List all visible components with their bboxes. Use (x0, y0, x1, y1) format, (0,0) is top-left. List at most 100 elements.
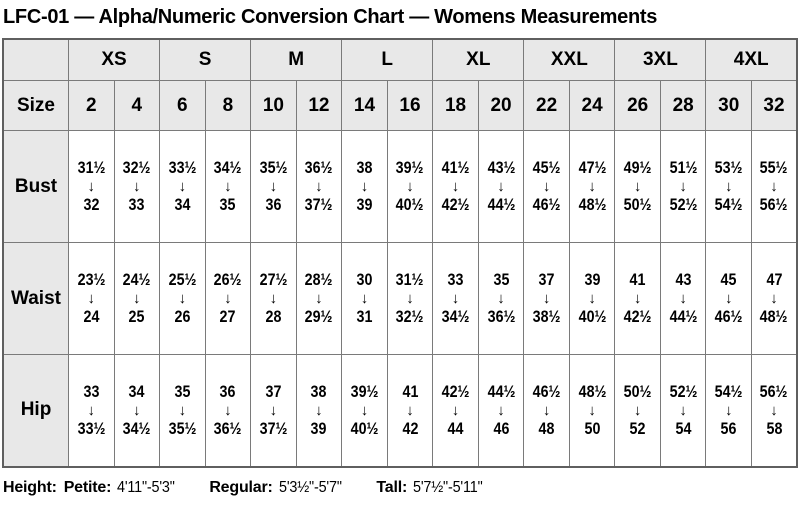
measurement-cell: 33 ↓ 34½ (432, 242, 479, 355)
measurement-range: 35 ↓ 36½ (479, 270, 523, 326)
measurement-cell: 38 ↓ 39 (341, 130, 388, 243)
measurement-row: Hip 33 ↓ 33½ 34 ↓ 34½ 35 ↓ 35½ 36 ↓ 36½ 37 ↓ 37½ 38 ↓ 39 39… (2, 354, 798, 467)
arrow-down-icon: ↓ (87, 401, 96, 419)
arrow-down-icon: ↓ (224, 401, 232, 419)
range-from: 39 (584, 270, 601, 290)
arrow-down-icon: ↓ (542, 178, 551, 195)
range-to: 34½ (441, 307, 470, 326)
arrow-down-icon: ↓ (87, 178, 96, 195)
range-from: 35 (493, 270, 509, 290)
arrow-down-icon: ↓ (497, 401, 505, 419)
measurement-cell: 39 ↓ 40½ (568, 242, 616, 355)
measurement-cell: 33½ ↓ 34 (159, 130, 206, 243)
regular-range: 5'3½"-5'7" (278, 478, 342, 496)
range-to: 32½ (396, 307, 424, 326)
range-from: 53½ (714, 158, 743, 178)
height-label: Height: (3, 478, 57, 496)
measurement-cell: 55½ ↓ 56½ (750, 130, 798, 243)
range-from: 50½ (623, 382, 652, 402)
numeric-size-header: 30 (705, 80, 752, 131)
arrow-down-icon: ↓ (633, 401, 642, 419)
measurement-range: 25½ ↓ 26 (161, 270, 205, 326)
range-to: 36 (265, 195, 282, 214)
range-to: 48½ (760, 307, 788, 326)
arrow-down-icon: ↓ (588, 401, 596, 419)
arrow-down-icon: ↓ (315, 290, 323, 307)
measurement-cell: 43 ↓ 44½ (659, 242, 707, 355)
range-from: 35½ (259, 158, 288, 178)
range-from: 39½ (350, 382, 379, 402)
range-from: 54½ (714, 382, 743, 402)
range-to: 46 (493, 418, 509, 438)
measurement-cell: 30 ↓ 31 (341, 242, 388, 355)
range-from: 56½ (760, 382, 788, 402)
arrow-down-icon: ↓ (360, 401, 369, 419)
arrow-down-icon: ↓ (406, 401, 414, 419)
range-to: 24 (83, 307, 100, 326)
range-to: 44 (447, 418, 464, 438)
numeric-size-header: 22 (523, 80, 570, 131)
measurement-label: Waist (2, 242, 69, 355)
measurement-cell: 47 ↓ 48½ (750, 242, 798, 355)
measurement-cell: 24½ ↓ 25 (113, 242, 161, 355)
numeric-size-header: 14 (341, 80, 388, 131)
measurement-cell: 54½ ↓ 56 (705, 354, 752, 467)
measurement-range: 45½ ↓ 46½ (525, 158, 569, 214)
measurement-range: 46½ ↓ 48 (525, 382, 569, 438)
measurement-cell: 36½ ↓ 37½ (295, 130, 343, 243)
range-to: 54 (675, 418, 692, 438)
range-to: 46½ (532, 195, 561, 214)
measurement-cell: 52½ ↓ 54 (659, 354, 707, 467)
measurement-range: 47½ ↓ 48½ (570, 158, 614, 214)
range-to: 33 (128, 195, 145, 214)
range-from: 28½ (305, 270, 333, 290)
range-from: 33 (83, 382, 100, 402)
range-from: 43 (675, 270, 692, 290)
measurement-range: 36 ↓ 36½ (206, 382, 250, 438)
range-from: 48½ (578, 382, 607, 402)
height-petite: Petite: 4'11"-5'3" (64, 479, 182, 497)
arrow-down-icon: ↓ (269, 401, 278, 419)
height-tall: Tall: 5'7½"-5'11" (376, 479, 490, 497)
measurement-range: 38 ↓ 39 (297, 382, 341, 438)
measurement-cell: 26½ ↓ 27 (204, 242, 252, 355)
measurement-range: 30 ↓ 31 (343, 270, 387, 326)
numeric-size-header: 26 (614, 80, 661, 131)
arrow-down-icon: ↓ (770, 401, 778, 419)
range-to: 39 (310, 418, 327, 438)
alpha-size-header: 3XL (614, 38, 707, 81)
arrow-down-icon: ↓ (178, 401, 187, 419)
range-from: 44½ (487, 382, 515, 402)
range-to: 33½ (77, 418, 106, 438)
range-to: 54½ (714, 195, 743, 214)
arrow-down-icon: ↓ (588, 290, 596, 307)
measurement-cell: 39½ ↓ 40½ (386, 130, 434, 243)
numeric-size-header: 8 (204, 80, 252, 131)
measurement-range: 53½ ↓ 54½ (707, 158, 751, 214)
measurement-range: 41 ↓ 42 (388, 382, 432, 438)
measurement-range: 24½ ↓ 25 (115, 270, 159, 326)
measurement-cell: 49½ ↓ 50½ (614, 130, 661, 243)
measurement-cell: 34½ ↓ 35 (204, 130, 252, 243)
range-to: 42 (402, 418, 418, 438)
range-from: 51½ (669, 158, 698, 178)
range-to: 29½ (305, 307, 333, 326)
range-from: 32½ (122, 158, 151, 178)
measurement-cell: 48½ ↓ 50 (568, 354, 616, 467)
measurement-range: 39 ↓ 40½ (570, 270, 614, 326)
arrow-down-icon: ↓ (679, 401, 687, 419)
arrow-down-icon: ↓ (451, 290, 460, 307)
range-to: 38½ (532, 307, 561, 326)
measurement-range: 26½ ↓ 27 (206, 270, 250, 326)
range-from: 24½ (122, 270, 151, 290)
arrow-down-icon: ↓ (269, 178, 278, 195)
measurement-range: 56½ ↓ 58 (752, 382, 796, 438)
range-from: 27½ (259, 270, 288, 290)
range-from: 33½ (168, 158, 197, 178)
measurement-range: 45 ↓ 46½ (707, 270, 751, 326)
conversion-table: XS S M L XL XXL 3XL 4XL Size 2 4 6 8 10 12 14 16 18 20 22 24… (2, 38, 798, 468)
measurement-cell: 35 ↓ 36½ (477, 242, 525, 355)
measurement-cell: 51½ ↓ 52½ (659, 130, 707, 243)
range-to: 34½ (122, 418, 151, 438)
range-to: 37½ (305, 195, 333, 214)
